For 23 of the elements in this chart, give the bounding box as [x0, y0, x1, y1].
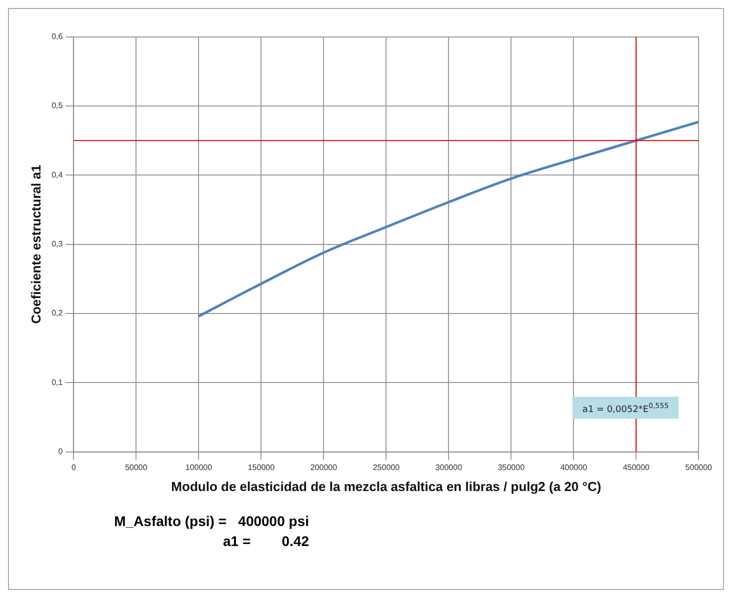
y-tick-label: 0,2: [52, 308, 64, 318]
x-tick-label: 100000: [185, 462, 213, 472]
text: a1 = 0.42: [222, 532, 309, 551]
y-tick-label: 0,3: [52, 240, 64, 249]
text: M_Asfalto (psi) = 400000 psi: [113, 512, 309, 531]
y-tick-label: 0: [58, 447, 64, 456]
x-tick-label: 300000: [435, 462, 463, 472]
x-tick-label: 500000: [685, 462, 713, 472]
y-tick-label: 0,4: [52, 170, 64, 180]
x-tick-label: 400000: [560, 462, 588, 472]
x-tick-label: 0: [71, 462, 76, 472]
x-tick-label: 200000: [310, 462, 338, 472]
y-axis-title: Coeficiente estructural a1: [28, 164, 44, 324]
x-tick-label: 250000: [372, 462, 400, 472]
y-tick-label: 0,6: [52, 32, 64, 42]
x-tick-label: 50000: [125, 462, 148, 472]
x-axis-title: Modulo de elasticidad de la mezcla asfaltica en libras / pulg2 (a 20 °C): [171, 478, 602, 494]
x-tick-label: 150000: [248, 462, 276, 472]
line-series: [197, 120, 699, 318]
x-tick-label: 350000: [498, 462, 526, 472]
y-tick-label: 0,5: [52, 101, 64, 110]
x-tick-label: 450000: [622, 462, 650, 472]
y-tick-label: 0,1: [52, 378, 64, 387]
